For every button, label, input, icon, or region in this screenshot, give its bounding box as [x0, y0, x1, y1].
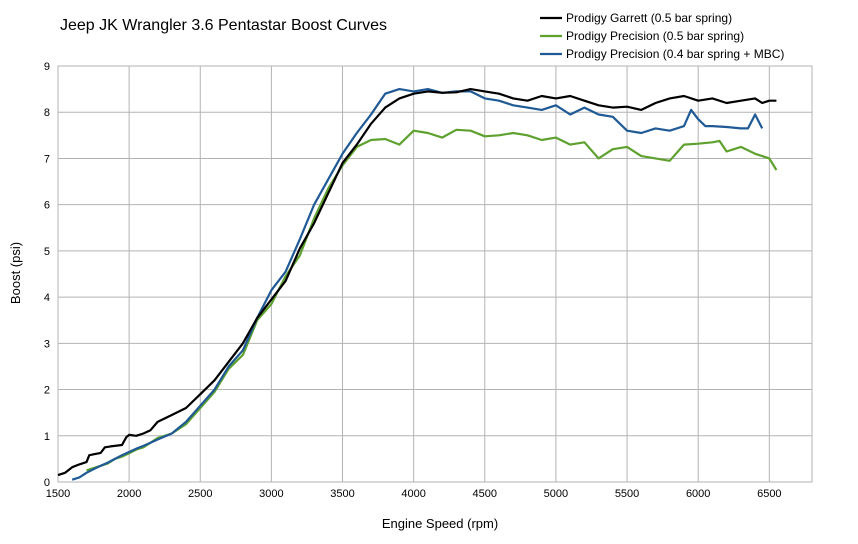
legend: Prodigy Garrett (0.5 bar spring) Prodigy … [540, 11, 784, 61]
x-tick-label: 3500 [330, 488, 354, 500]
legend-label: Prodigy Precision (0.5 bar spring) [566, 29, 744, 43]
grid-lines [57, 65, 812, 483]
x-tick-label: 1500 [46, 488, 70, 500]
x-tick-label: 3000 [259, 488, 283, 500]
y-tick-label: 7 [44, 153, 50, 165]
series-lines [57, 87, 778, 481]
x-tick-label: 4000 [401, 488, 425, 500]
y-tick-label: 5 [44, 246, 50, 258]
y-tick-label: 9 [44, 61, 50, 73]
y-tick-label: 3 [44, 338, 50, 350]
y-tick-label: 1 [44, 431, 50, 443]
series-line-1 [86, 128, 778, 472]
series-line-2 [71, 87, 764, 481]
x-tick-label: 2500 [188, 488, 212, 500]
y-tick-label: 6 [44, 200, 50, 212]
x-tick-label: 4500 [473, 488, 497, 500]
y-tick-label: 4 [44, 292, 50, 304]
x-tick-label: 2000 [117, 488, 141, 500]
y-tick-label: 2 [44, 385, 50, 397]
y-tick-label: 0 [44, 477, 50, 489]
legend-label: Prodigy Garrett (0.5 bar spring) [566, 11, 732, 25]
plot-area [57, 65, 813, 483]
x-axis-label: Engine Speed (rpm) [382, 516, 498, 531]
chart-title: Jeep JK Wrangler 3.6 Pentastar Boost Cur… [60, 17, 387, 34]
series-line-0 [57, 87, 777, 477]
y-axis-label: Boost (psi) [8, 242, 23, 304]
x-tick-label: 5500 [615, 488, 639, 500]
x-axis-ticks: 1500 2000 2500 3000 3500 4000 4500 5000 5500 6000… [46, 488, 782, 500]
legend-label: Prodigy Precision (0.4 bar spring + MBC) [566, 47, 784, 61]
y-axis-ticks: 0 1 2 3 4 5 6 7 8 9 [44, 61, 50, 489]
x-tick-label: 6000 [686, 488, 710, 500]
x-tick-label: 6500 [757, 488, 781, 500]
x-tick-label: 5000 [544, 488, 568, 500]
y-tick-label: 8 [44, 107, 50, 119]
